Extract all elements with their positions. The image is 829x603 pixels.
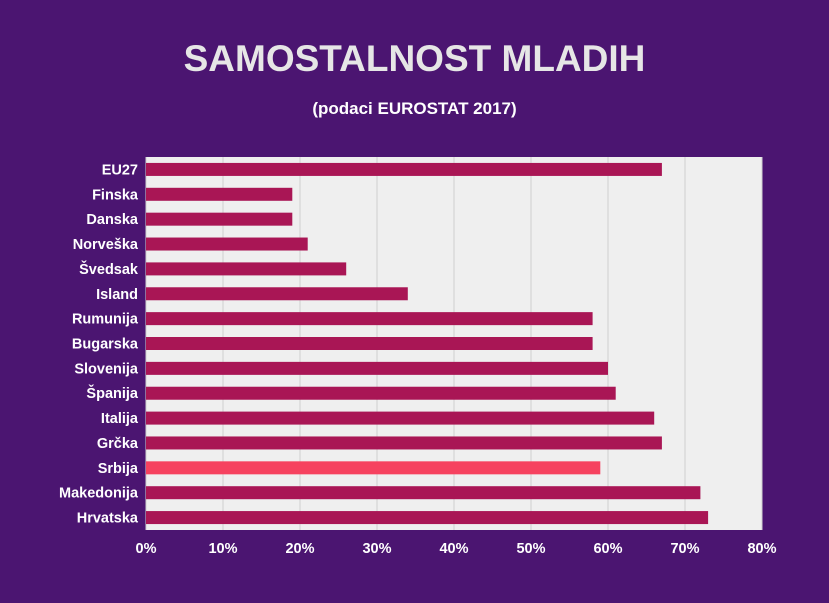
category-label: Finska — [92, 187, 139, 203]
x-tick-label: 50% — [516, 541, 545, 557]
bar-10 — [146, 411, 655, 425]
category-label: Srbija — [98, 461, 139, 477]
category-label: Norveška — [73, 237, 139, 253]
x-tick-label: 40% — [439, 541, 468, 557]
category-labels: EU27 Finska Danska Norveška Švedsak Island Rum… — [59, 162, 139, 526]
chart-subtitle: (podaci EUROSTAT 2017) — [312, 99, 517, 118]
category-label: Danska — [86, 212, 139, 228]
category-label: Švedsak — [79, 260, 139, 278]
chart-title: SAMOSTALNOST MLADIH — [183, 38, 646, 79]
x-tick-label: 30% — [362, 541, 391, 557]
bar-11 — [146, 436, 662, 450]
x-tick-label: 20% — [285, 541, 314, 557]
bar-8 — [146, 361, 608, 375]
bar-3 — [146, 237, 308, 251]
category-label: Island — [96, 287, 138, 303]
category-label: Grčka — [97, 436, 139, 452]
bar-2 — [146, 212, 293, 226]
x-tick-label: 0% — [136, 541, 157, 557]
x-tick-label: 70% — [670, 541, 699, 557]
bar-14 — [146, 511, 709, 525]
category-label: Hrvatska — [77, 511, 139, 527]
category-label: Rumunija — [72, 312, 139, 328]
bar-0 — [146, 162, 662, 176]
bar-6 — [146, 312, 593, 326]
bar-4 — [146, 262, 347, 276]
bar-7 — [146, 337, 593, 350]
bar-9 — [146, 386, 616, 400]
category-label: EU27 — [102, 162, 138, 178]
x-tick-labels: 0% 10% 20% 30% 40% 50% 60% 70% 80% — [136, 541, 777, 557]
category-label: Španija — [86, 384, 139, 402]
x-tick-label: 60% — [593, 541, 622, 557]
bar-5 — [146, 287, 408, 301]
bar-13 — [146, 486, 701, 500]
category-label: Slovenija — [74, 361, 139, 377]
x-tick-label: 80% — [747, 541, 776, 557]
category-label: Italija — [101, 411, 139, 427]
bar-1 — [146, 187, 293, 201]
category-label: Makedonija — [59, 486, 139, 502]
category-label: Bugarska — [72, 337, 139, 353]
x-tick-label: 10% — [208, 541, 237, 557]
bar-12 — [146, 461, 601, 475]
bars — [146, 162, 709, 525]
